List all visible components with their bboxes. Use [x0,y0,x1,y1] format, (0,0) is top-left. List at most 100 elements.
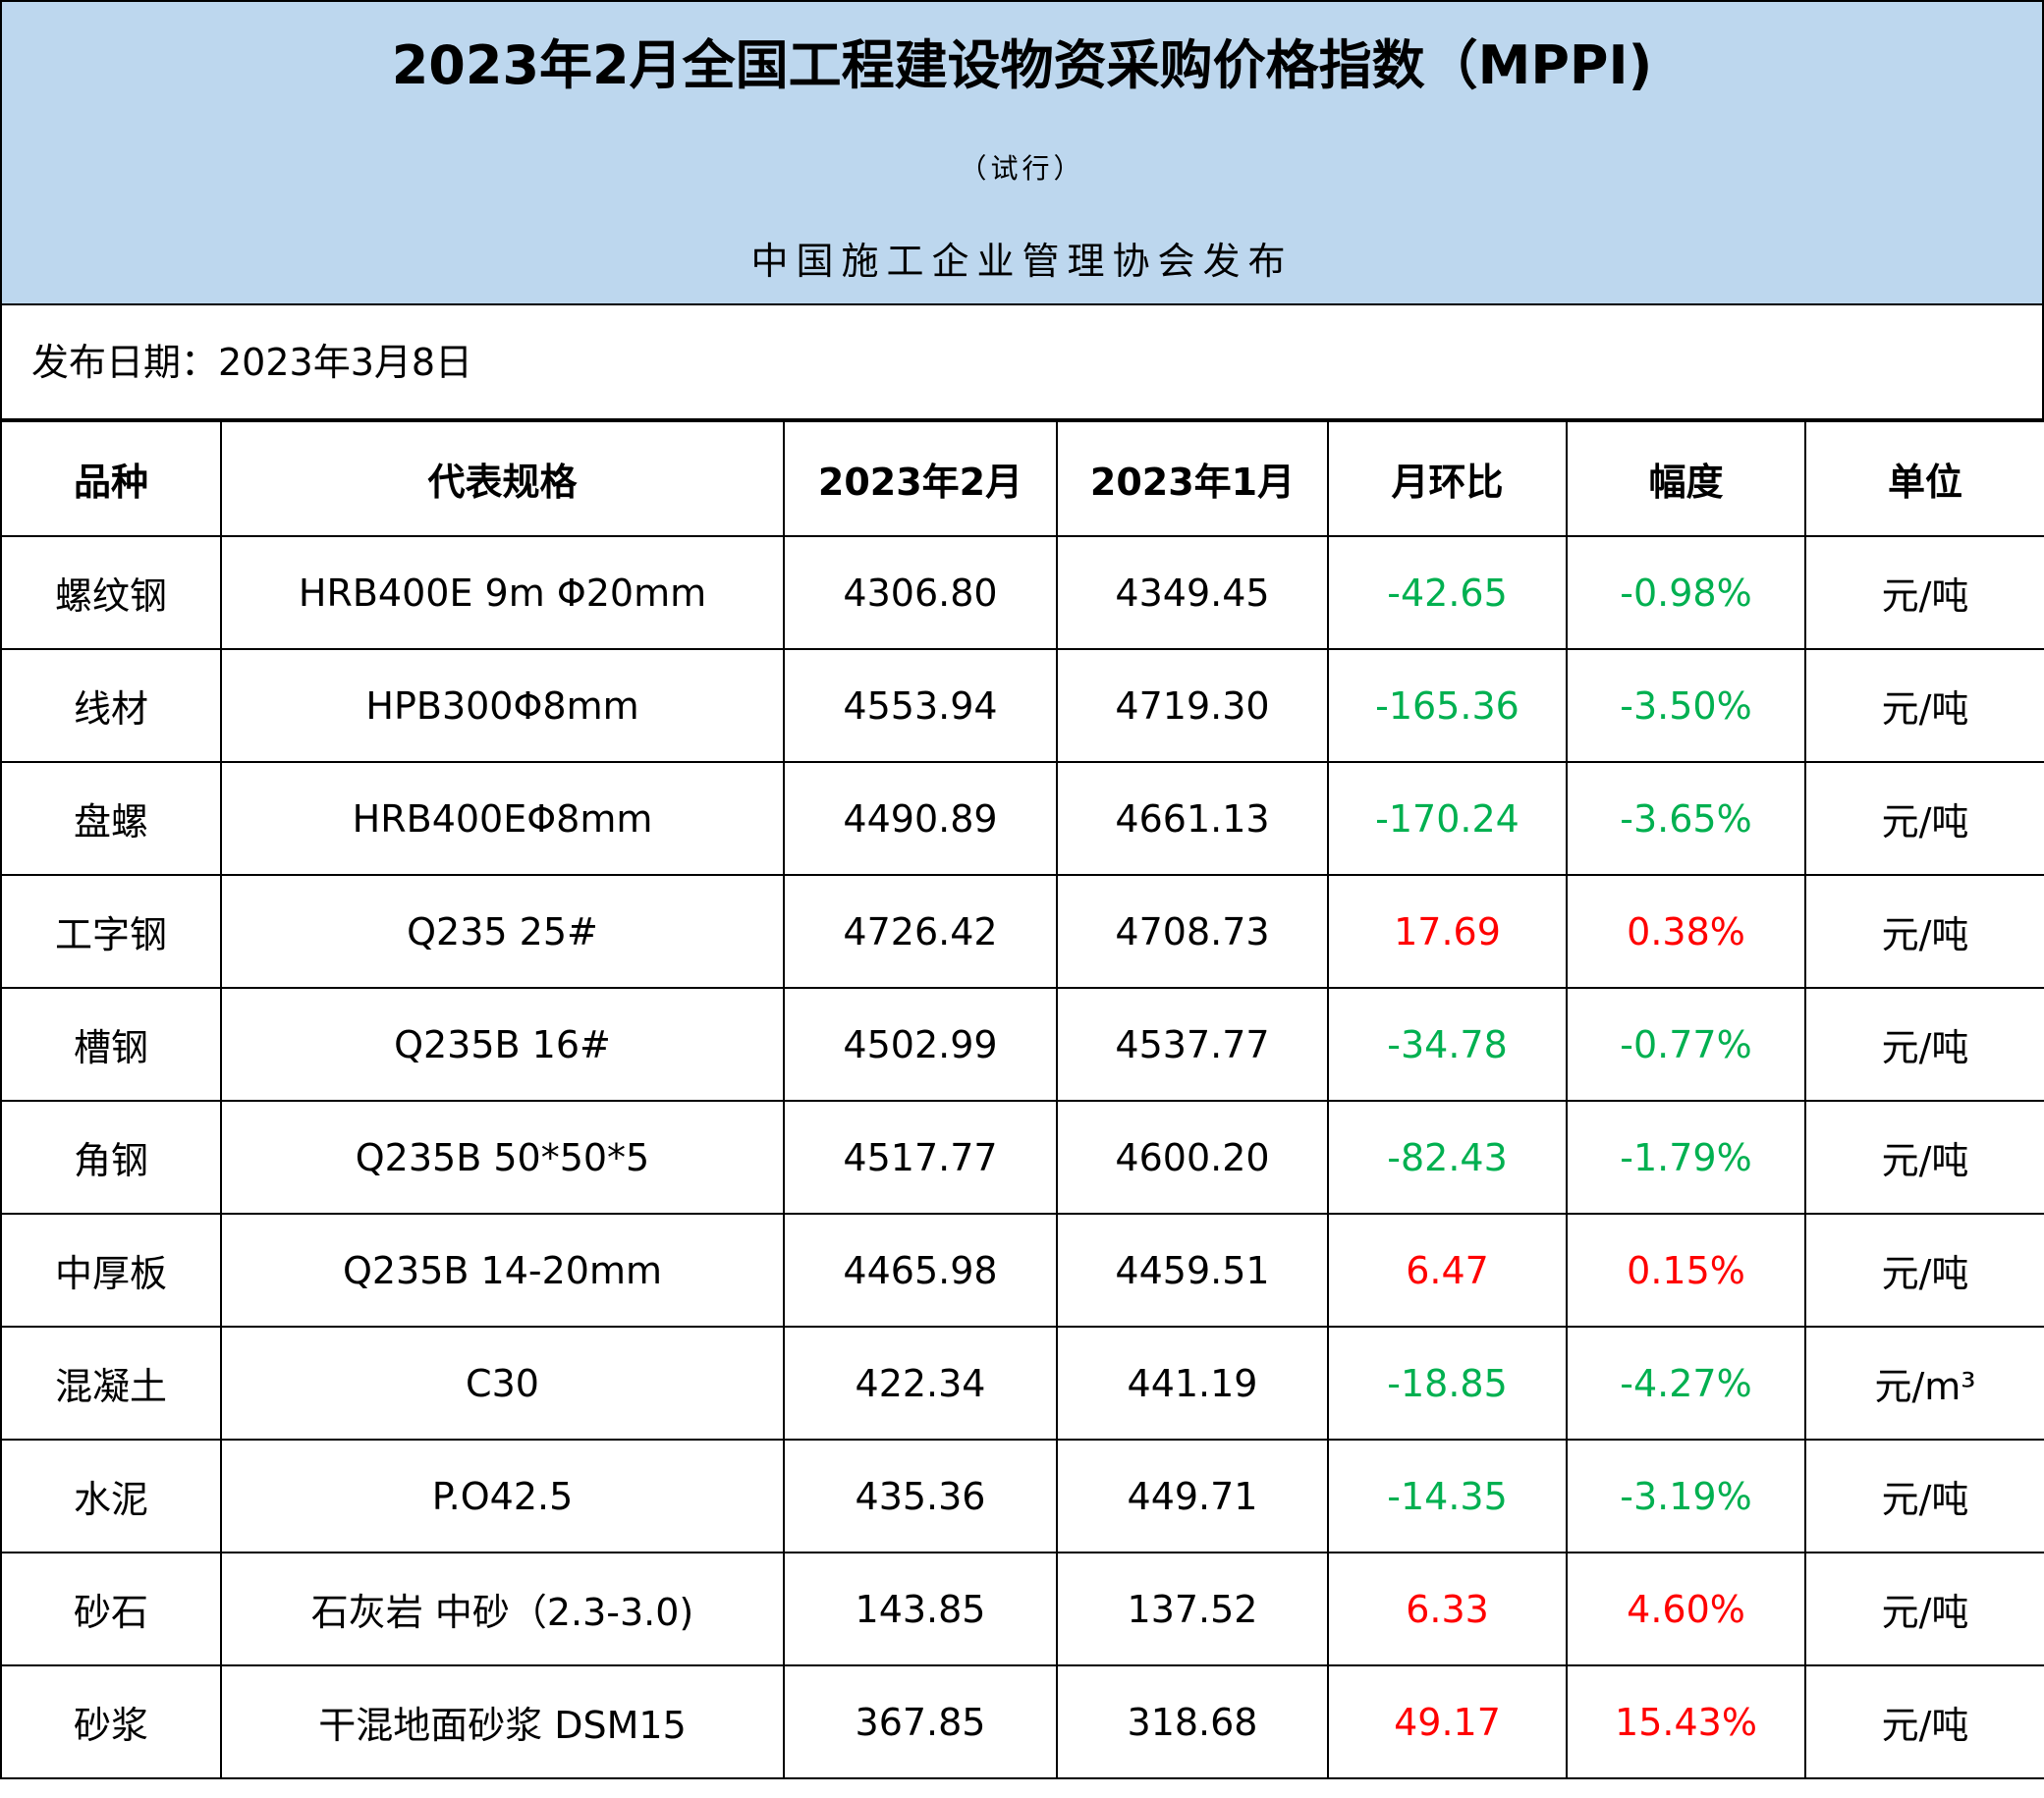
cell-unit: 元/吨 [1804,874,2044,989]
cell-pct-change: -4.27% [1566,1326,1806,1441]
cell-spec: C30 [220,1326,785,1441]
table-header-row: 品种 代表规格 2023年2月 2023年1月 月环比 幅度 单位 [0,420,2044,537]
cell-unit: 元/吨 [1804,1664,2044,1779]
release-date-row: 发布日期：2023年3月8日 [0,305,2044,420]
cell-mom-change: 6.47 [1327,1213,1568,1328]
table-body: 螺纹钢 HRB400E 9m Φ20mm 4306.80 4349.45 -42.65-… [0,535,2044,1779]
cell-item: 混凝土 [0,1326,222,1441]
column-header-jan: 2023年1月 [1056,420,1329,537]
table-row: 工字钢 Q235 25# 4726.42 4708.73 17.69 0.38% 元/吨 [0,874,2044,989]
cell-jan-price: 4719.30 [1056,648,1329,763]
column-header-mom: 月环比 [1327,420,1568,537]
cell-spec: HPB300Φ8mm [220,648,785,763]
cell-feb-price: 4306.80 [783,535,1058,650]
table-row: 螺纹钢 HRB400E 9m Φ20mm 4306.80 4349.45 -42.65-… [0,535,2044,650]
cell-jan-price: 4349.45 [1056,535,1329,650]
publisher-line: 中国施工企业管理协会发布 [750,240,1294,283]
cell-feb-price: 4726.42 [783,874,1058,989]
cell-spec: HRB400EΦ8mm [220,761,785,876]
cell-feb-price: 4465.98 [783,1213,1058,1328]
title-banner: 2023年2月全国工程建设物资采购价格指数（MPPI) （试行） 中国施工企业管… [0,0,2044,305]
table-row: 盘螺 HRB400EΦ8mm 4490.89 4661.13 -170.24 -3.65%… [0,761,2044,876]
cell-mom-change: 17.69 [1327,874,1568,989]
cell-jan-price: 441.19 [1056,1326,1329,1441]
cell-item: 水泥 [0,1439,222,1553]
cell-mom-change: -170.24 [1327,761,1568,876]
cell-jan-price: 137.52 [1056,1552,1329,1666]
cell-unit: 元/吨 [1804,648,2044,763]
cell-mom-change: 6.33 [1327,1552,1568,1666]
cell-spec: Q235B 14-20mm [220,1213,785,1328]
cell-mom-change: 49.17 [1327,1664,1568,1779]
cell-mom-change: -82.43 [1327,1100,1568,1215]
cell-item: 砂石 [0,1552,222,1666]
cell-jan-price: 4708.73 [1056,874,1329,989]
column-header-unit: 单位 [1804,420,2044,537]
cell-item: 工字钢 [0,874,222,989]
cell-item: 螺纹钢 [0,535,222,650]
cell-item: 中厚板 [0,1213,222,1328]
cell-pct-change: 0.38% [1566,874,1806,989]
cell-unit: 元/吨 [1804,987,2044,1102]
table-row: 砂浆 干混地面砂浆 DSM15 367.85 318.68 49.17 15.43% 元/吨 [0,1664,2044,1779]
cell-unit: 元/m³ [1804,1326,2044,1441]
cell-feb-price: 4553.94 [783,648,1058,763]
cell-jan-price: 449.71 [1056,1439,1329,1553]
table-row: 中厚板 Q235B 14-20mm 4465.98 4459.51 6.47 0.15% 元… [0,1213,2044,1328]
cell-spec: Q235B 50*50*5 [220,1100,785,1215]
cell-pct-change: -1.79% [1566,1100,1806,1215]
cell-spec: Q235B 16# [220,987,785,1102]
table-row: 砂石 石灰岩 中砂（2.3-3.0) 143.85 137.52 6.33 4.60% 元/… [0,1552,2044,1666]
cell-item: 盘螺 [0,761,222,876]
cell-spec: 干混地面砂浆 DSM15 [220,1664,785,1779]
cell-pct-change: -3.50% [1566,648,1806,763]
cell-feb-price: 4502.99 [783,987,1058,1102]
cell-mom-change: -18.85 [1327,1326,1568,1441]
cell-pct-change: -3.19% [1566,1439,1806,1553]
table-row: 水泥 P.O42.5 435.36 449.71 -14.35 -3.19% 元/吨 [0,1439,2044,1553]
cell-feb-price: 435.36 [783,1439,1058,1553]
cell-unit: 元/吨 [1804,761,2044,876]
cell-pct-change: 0.15% [1566,1213,1806,1328]
column-header-item: 品种 [0,420,222,537]
cell-spec: P.O42.5 [220,1439,785,1553]
release-date: 发布日期：2023年3月8日 [31,341,473,384]
cell-item: 砂浆 [0,1664,222,1779]
page-title: 2023年2月全国工程建设物资采购价格指数（MPPI) [391,34,1653,96]
cell-feb-price: 367.85 [783,1664,1058,1779]
cell-pct-change: -0.98% [1566,535,1806,650]
cell-item: 角钢 [0,1100,222,1215]
cell-pct-change: -3.65% [1566,761,1806,876]
cell-mom-change: -165.36 [1327,648,1568,763]
cell-pct-change: -0.77% [1566,987,1806,1102]
cell-spec: Q235 25# [220,874,785,989]
cell-unit: 元/吨 [1804,1439,2044,1553]
price-index-table: 品种 代表规格 2023年2月 2023年1月 月环比 幅度 单位 螺纹钢 HRB… [0,420,2044,1779]
cell-jan-price: 4661.13 [1056,761,1329,876]
cell-jan-price: 4537.77 [1056,987,1329,1102]
cell-jan-price: 4459.51 [1056,1213,1329,1328]
cell-pct-change: 15.43% [1566,1664,1806,1779]
table-row: 混凝土 C30 422.34 441.19 -18.85 -4.27% 元/m³ [0,1326,2044,1441]
table-row: 线材 HPB300Φ8mm 4553.94 4719.30 -165.36 -3.50% 元… [0,648,2044,763]
cell-unit: 元/吨 [1804,535,2044,650]
column-header-spec: 代表规格 [220,420,785,537]
cell-jan-price: 318.68 [1056,1664,1329,1779]
cell-spec: 石灰岩 中砂（2.3-3.0) [220,1552,785,1666]
cell-pct-change: 4.60% [1566,1552,1806,1666]
cell-mom-change: -42.65 [1327,535,1568,650]
cell-feb-price: 4517.77 [783,1100,1058,1215]
cell-mom-change: -14.35 [1327,1439,1568,1553]
page-subtitle: （试行） [959,152,1085,185]
cell-unit: 元/吨 [1804,1100,2044,1215]
column-header-feb: 2023年2月 [783,420,1058,537]
cell-item: 槽钢 [0,987,222,1102]
cell-spec: HRB400E 9m Φ20mm [220,535,785,650]
cell-unit: 元/吨 [1804,1213,2044,1328]
cell-jan-price: 4600.20 [1056,1100,1329,1215]
cell-item: 线材 [0,648,222,763]
cell-feb-price: 422.34 [783,1326,1058,1441]
cell-unit: 元/吨 [1804,1552,2044,1666]
table-row: 角钢 Q235B 50*50*5 4517.77 4600.20 -82.43 -1.79… [0,1100,2044,1215]
